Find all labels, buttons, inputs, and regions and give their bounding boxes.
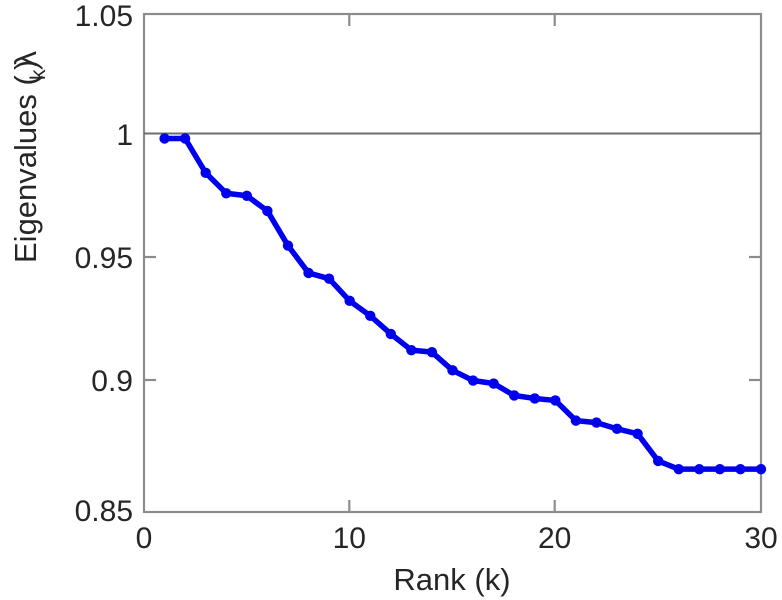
data-point [365, 310, 376, 321]
series-markers [159, 133, 767, 475]
x-tick-labels: 0 10 20 30 [136, 522, 778, 555]
data-point [262, 205, 273, 217]
y-axis-label: Eigenvalues ( λ k ) [8, 51, 50, 263]
data-point [488, 378, 499, 389]
data-point [323, 273, 335, 284]
y-tick-label-0.85: 0.85 [75, 495, 133, 528]
y-tick-label-0.95: 0.95 [75, 242, 133, 275]
data-point [632, 428, 643, 440]
data-point [694, 463, 705, 475]
x-tick-label-30: 30 [744, 522, 777, 555]
data-point [303, 267, 314, 279]
data-point [550, 395, 561, 406]
y-tick-marks [144, 255, 761, 382]
x-tick-label-0: 0 [136, 522, 153, 555]
data-point [509, 390, 520, 401]
data-point [406, 344, 417, 356]
data-series-eigenvalues [159, 133, 767, 475]
data-point [735, 463, 746, 475]
data-point [282, 240, 294, 251]
data-point [385, 328, 396, 340]
x-tick-label-10: 10 [333, 522, 366, 555]
y-tick-labels: 1.05 1 0.95 0.9 0.85 [75, 0, 133, 528]
data-point [714, 463, 726, 475]
x-axis-label: Rank (k) [393, 562, 510, 597]
y-tick-label-0.9: 0.9 [91, 365, 133, 398]
y-tick-label-1.05: 1.05 [75, 0, 133, 33]
data-point [755, 463, 767, 475]
y-axis-label-main: Eigenvalues ( λ [8, 51, 43, 263]
data-point [159, 133, 170, 144]
plot-frame [142, 12, 763, 514]
y-tick-label-1: 1 [116, 119, 133, 152]
data-point [673, 463, 684, 475]
data-point [652, 455, 664, 467]
data-point [529, 393, 540, 404]
data-point [241, 190, 253, 201]
data-point [467, 375, 479, 386]
x-tick-marks [348, 14, 556, 512]
x-tick-label-20: 20 [538, 522, 571, 555]
data-point [179, 133, 191, 144]
data-point [447, 365, 458, 376]
data-point [221, 188, 232, 199]
data-point [570, 415, 582, 426]
data-point [611, 423, 623, 435]
data-point [200, 167, 211, 179]
data-point [426, 346, 438, 358]
data-point [591, 417, 602, 428]
data-point [344, 295, 355, 307]
y-axis-label-subscript: k [27, 69, 50, 80]
y-axis-label-close-paren: ) [8, 60, 43, 70]
